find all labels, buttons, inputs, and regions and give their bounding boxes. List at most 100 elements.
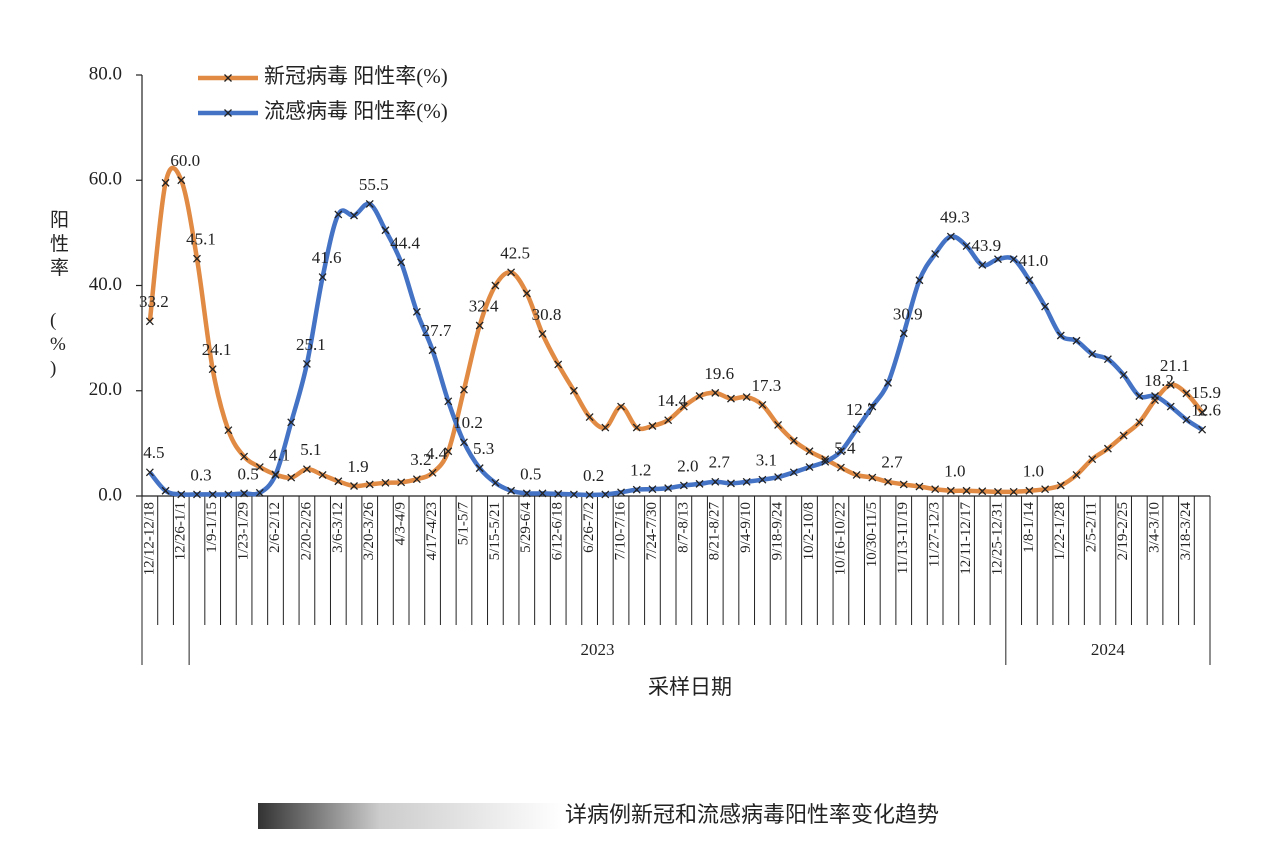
marker — [1198, 408, 1207, 417]
marker-x — [271, 470, 280, 479]
marker-x — [899, 480, 908, 489]
marker — [428, 468, 437, 477]
marker — [1025, 486, 1034, 495]
marker-x — [742, 393, 751, 402]
marker — [758, 400, 767, 409]
marker-x — [491, 478, 500, 487]
marker — [145, 317, 154, 326]
marker-x — [946, 232, 955, 241]
marker-x — [836, 463, 845, 472]
marker-x — [208, 490, 217, 499]
marker — [679, 402, 688, 411]
x-tick-label: 7/24-7/30 — [644, 502, 660, 560]
marker — [1198, 425, 1207, 434]
marker-x — [522, 489, 531, 498]
marker-x — [931, 249, 940, 258]
data-label: 44.4 — [390, 233, 420, 252]
marker-x — [240, 489, 249, 498]
marker-x — [852, 425, 861, 434]
marker — [805, 463, 814, 472]
marker-x — [240, 452, 249, 461]
marker — [208, 365, 217, 374]
marker-x — [1198, 408, 1207, 417]
data-label: 41.6 — [312, 248, 342, 267]
data-label: 19.6 — [704, 364, 734, 383]
marker-x — [397, 478, 406, 487]
marker — [145, 468, 154, 477]
marker — [946, 232, 955, 241]
marker-x — [648, 485, 657, 494]
marker — [554, 489, 563, 498]
x-tick-label: 10/30-11/5 — [864, 502, 880, 567]
marker-x — [475, 321, 484, 330]
marker — [1103, 355, 1112, 364]
marker-x — [805, 447, 814, 456]
marker — [240, 489, 249, 498]
marker — [664, 484, 673, 493]
marker-x — [334, 477, 343, 486]
marker-x — [177, 490, 186, 499]
marker — [554, 360, 563, 369]
marker-x — [899, 329, 908, 338]
x-tick-label: 3/4-3/10 — [1146, 502, 1162, 553]
data-label: 60.0 — [170, 151, 200, 170]
marker-x — [161, 178, 170, 187]
marker-x — [1056, 331, 1065, 340]
marker-x — [1151, 392, 1159, 400]
marker-x — [444, 397, 453, 406]
year-label: 2024 — [1091, 640, 1126, 659]
marker — [946, 486, 955, 495]
x-tick-label: 1/22-1/28 — [1052, 502, 1068, 560]
x-tick-label: 1/23-1/29 — [236, 502, 252, 560]
marker — [161, 178, 170, 187]
marker — [727, 394, 735, 403]
marker — [1009, 487, 1018, 496]
marker — [632, 423, 641, 432]
marker — [318, 470, 327, 479]
y-tick-label: 40.0 — [89, 274, 122, 295]
x-tick-label: 1/9-1/15 — [204, 502, 220, 553]
marker-x — [632, 423, 641, 432]
data-label: 21.1 — [1160, 356, 1190, 375]
marker — [350, 482, 358, 490]
marker — [1072, 470, 1081, 479]
marker-x — [868, 402, 877, 411]
data-label: 2.7 — [881, 453, 903, 472]
marker — [727, 479, 735, 488]
marker-x — [774, 473, 783, 482]
data-label: 4.5 — [143, 443, 164, 462]
marker-x — [632, 485, 641, 494]
marker — [679, 481, 688, 490]
marker-x — [428, 346, 437, 355]
x-tick-label: 6/12-6/18 — [550, 502, 566, 560]
marker — [240, 452, 249, 461]
marker-x — [350, 211, 358, 220]
marker-x — [287, 418, 296, 427]
marker — [899, 329, 908, 338]
data-label: 1.2 — [630, 461, 651, 480]
marker — [1025, 276, 1034, 285]
marker-x — [1135, 418, 1144, 427]
marker — [208, 490, 217, 499]
data-label: 3.1 — [756, 451, 777, 470]
data-label: 5.3 — [473, 439, 494, 458]
marker-x — [617, 402, 625, 411]
marker-x — [161, 486, 170, 495]
data-label: 14.4 — [657, 391, 687, 410]
marker — [1182, 389, 1191, 398]
marker — [931, 485, 940, 494]
caption: 详病例新冠和流感病毒阳性率变化趋势 — [565, 802, 939, 827]
marker — [1151, 392, 1159, 400]
data-label: 0.5 — [237, 464, 258, 483]
x-tick-label: 5/1-5/7 — [455, 502, 471, 546]
marker — [460, 438, 468, 447]
marker — [1056, 481, 1065, 490]
x-tick-label: 7/10-7/16 — [612, 502, 628, 561]
marker — [365, 480, 374, 489]
marker — [617, 488, 625, 497]
marker — [742, 393, 751, 402]
marker — [271, 470, 280, 479]
marker-x — [601, 490, 610, 499]
marker-x — [962, 486, 971, 495]
marker — [695, 392, 704, 400]
